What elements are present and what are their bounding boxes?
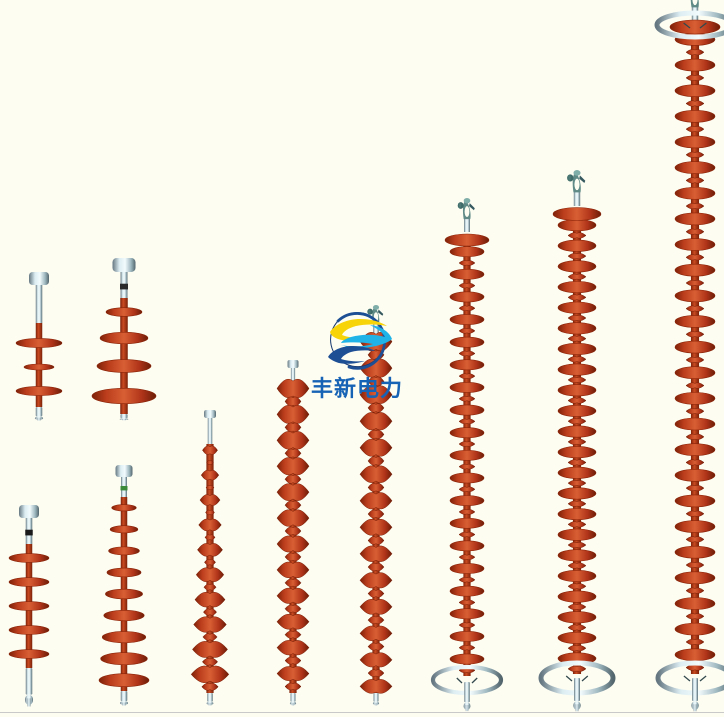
svg-text:丰新电力: 丰新电力 <box>311 376 403 401</box>
